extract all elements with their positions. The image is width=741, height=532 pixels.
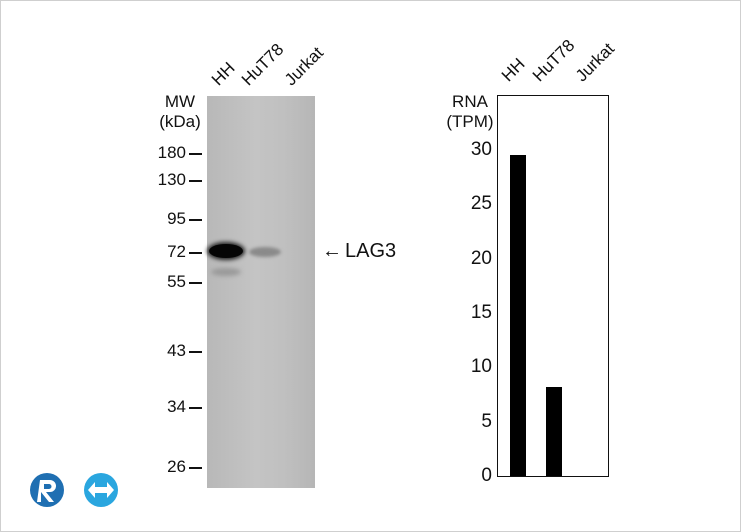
band-hh-lower xyxy=(211,268,241,276)
rna-ytick-label-30: 30 xyxy=(470,139,492,160)
mw-marker-label-55: 55 xyxy=(167,272,186,291)
mw-marker-label-130: 130 xyxy=(157,170,186,189)
mw-marker-label-95: 95 xyxy=(167,209,186,228)
rna-ytick-label-15: 15 xyxy=(470,302,492,323)
mw-marker-tick-55 xyxy=(189,282,202,284)
mw-marker-tick-34 xyxy=(189,407,202,409)
left-arrow-icon: ← xyxy=(322,240,342,262)
band-hh-lag3 xyxy=(209,244,243,258)
rna-ytick-label-20: 20 xyxy=(470,247,492,269)
rna-bar-hut78 xyxy=(546,386,562,476)
band-hut78-lag3 xyxy=(249,247,281,257)
mw-marker-tick-43 xyxy=(189,351,202,353)
mw-marker-label-34: 34 xyxy=(167,397,186,416)
mw-marker-tick-26 xyxy=(189,467,202,469)
mw-marker-label-180: 180 xyxy=(157,143,186,162)
brand-logo-icon xyxy=(30,473,118,507)
rna-plot-area xyxy=(497,95,609,477)
rna-ytick-label-5: 5 xyxy=(481,410,492,432)
mw-title-line2: (kDa) xyxy=(159,112,201,131)
target-label: LAG3 xyxy=(345,240,397,262)
rna-ylabel-line2: (TPM) xyxy=(446,112,494,131)
mw-marker-tick-72 xyxy=(189,252,202,254)
mw-marker-label-26: 26 xyxy=(167,457,186,476)
rna-ytick-label-0: 0 xyxy=(481,465,492,486)
mw-marker-label-43: 43 xyxy=(167,341,186,360)
target-annotation: ← LAG3 xyxy=(322,240,396,263)
rna-ytick-label-10: 10 xyxy=(470,356,492,378)
mw-marker-tick-130 xyxy=(189,180,202,182)
mw-marker-tick-180 xyxy=(189,153,202,155)
blot-membrane xyxy=(207,96,315,488)
rna-ylabel: RNA (TPM) xyxy=(444,92,496,132)
rna-ylabel-line1: RNA xyxy=(452,92,488,111)
mw-title: MW (kDa) xyxy=(158,92,202,132)
mw-marker-label-72: 72 xyxy=(167,242,186,261)
rna-ytick-label-25: 25 xyxy=(470,193,492,215)
mw-marker-tick-95 xyxy=(189,219,202,221)
mw-title-line1: MW xyxy=(164,92,196,111)
rna-bar-hh xyxy=(510,155,526,476)
